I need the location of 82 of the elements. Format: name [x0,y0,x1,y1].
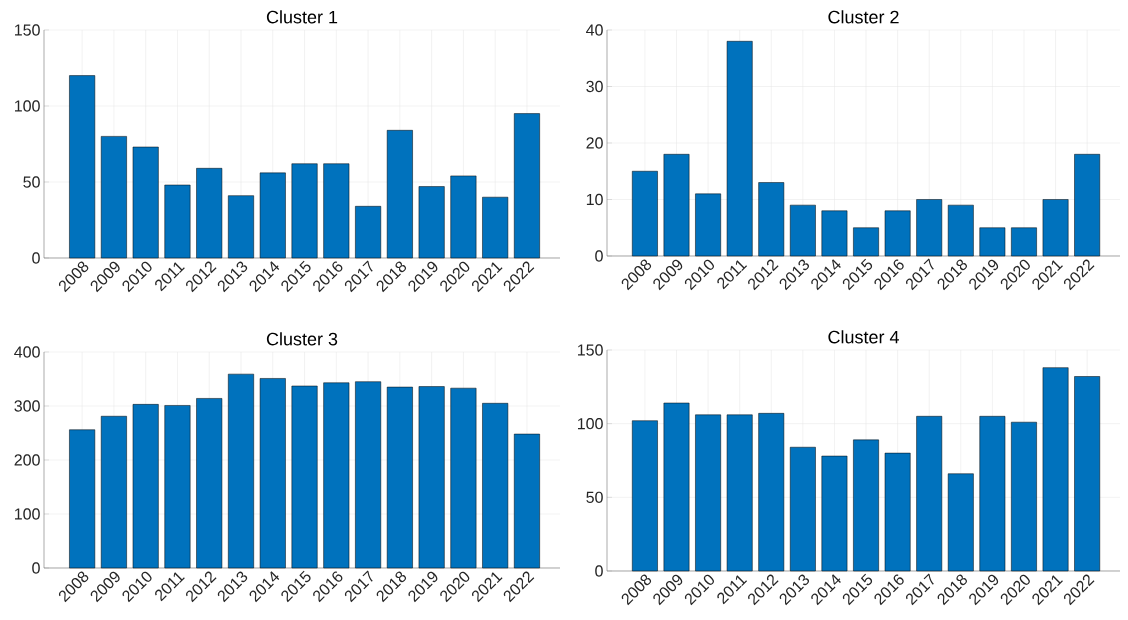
y-tick-label: 150 [578,344,603,356]
bar [259,172,286,259]
bar [132,404,159,569]
y-tick-label: 100 [15,100,40,112]
y-tick-label: 0 [32,562,40,574]
bar [228,195,254,259]
y-tick-label: 0 [595,565,603,577]
chart-title: Cluster 3 [266,332,338,346]
bar [1074,376,1101,572]
y-tick-label: 30 [586,80,603,93]
bar [1042,199,1069,257]
bar [132,146,159,259]
bar [259,378,286,569]
bar [1011,227,1037,257]
bar [726,41,753,257]
chart-title: Cluster 2 [828,10,899,24]
bar [69,75,96,259]
bar [663,402,690,572]
bar [979,227,1006,257]
bar [789,446,816,572]
y-tick-label: 200 [14,454,40,466]
bar [355,381,382,569]
y-tick-label: 0 [595,250,603,262]
bar [916,416,943,572]
bar [386,130,413,259]
y-tick-label: 40 [586,24,603,36]
y-tick-label: 0 [32,252,40,264]
bar [323,382,350,569]
bar [291,163,318,259]
bar [758,182,785,257]
bar [1074,154,1101,257]
y-tick-label: 400 [14,346,40,358]
chart-title: Cluster 4 [828,330,899,344]
bar [758,413,785,572]
bar [323,163,350,259]
bar [228,373,254,569]
bar [726,414,753,572]
bar [100,136,127,259]
chart-title: Cluster 1 [266,10,338,24]
bar [1011,421,1037,572]
bar [450,387,477,569]
bar [979,416,1006,572]
bar [355,206,382,259]
bar [386,386,413,569]
y-tick-label: 20 [586,137,603,149]
bar [821,455,848,572]
y-tick-label: 300 [14,400,40,412]
bar [853,439,879,572]
bar [632,420,658,572]
bar [69,429,96,569]
y-tick-label: 50 [586,491,603,503]
bar [418,386,445,569]
bar [514,113,540,259]
bar [164,405,191,569]
bar [853,227,879,257]
bar [1042,367,1069,572]
bar [482,403,509,569]
bar [695,414,721,572]
bar [821,210,848,257]
bar [291,385,318,569]
bar [196,398,223,569]
bar [663,154,690,257]
y-tick-label: 10 [586,193,603,206]
y-tick-label: 100 [578,417,603,430]
bar [916,199,943,257]
bar [632,170,658,257]
bar [884,210,911,257]
bar [947,473,974,572]
bar [100,416,127,569]
y-tick-label: 150 [15,24,40,36]
y-tick-label: 100 [15,508,40,520]
y-tick-label: 50 [23,176,40,188]
bar [196,168,223,259]
bar [450,175,477,259]
bar [947,204,974,257]
bar [514,433,540,569]
bar [418,186,445,259]
bar [482,196,509,259]
bar [164,184,191,259]
bar [695,193,721,257]
bar [884,452,911,572]
bar [789,204,816,257]
